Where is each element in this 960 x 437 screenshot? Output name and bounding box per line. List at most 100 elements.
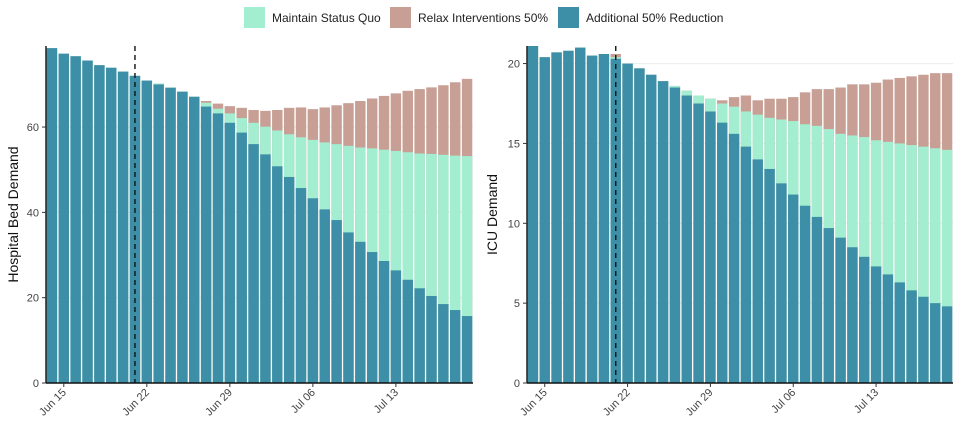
bar-reduction — [811, 216, 823, 383]
bar-reduction — [563, 50, 574, 383]
bar-reduction — [941, 306, 953, 383]
bar-reduction — [681, 95, 692, 383]
y-tick-label: 60 — [27, 122, 39, 134]
bar-reduction — [449, 310, 461, 383]
x-tick-label: Jun 15 — [37, 387, 69, 419]
legend-label-status_quo: Maintain Status Quo — [272, 11, 381, 25]
legend-key-status_quo — [244, 7, 265, 28]
bar-reduction — [331, 220, 342, 383]
legend-label-relax: Relax Interventions 50% — [418, 11, 548, 25]
bar-reduction — [705, 111, 716, 383]
y-tick-label: 20 — [508, 59, 520, 71]
bar-status-quo — [402, 152, 413, 383]
bar-reduction — [823, 228, 834, 383]
y-tick-label: 10 — [508, 218, 520, 230]
icu-panel: 0 5 10 15 20 Jun 15 Jun 22 Jun 29 Jul 06 Jul 13 IC… — [484, 46, 953, 418]
bar-reduction — [527, 46, 539, 383]
y-tick-label: 5 — [514, 298, 520, 310]
bar-reduction — [82, 60, 93, 383]
y-tick-label: 0 — [33, 378, 39, 390]
bar-reduction — [764, 168, 775, 383]
bar-reduction — [859, 256, 870, 383]
bar-status-quo — [390, 150, 402, 383]
bar-reduction — [307, 198, 319, 383]
x-tick-label: Jun 15 — [518, 387, 550, 419]
bar-reduction — [657, 81, 669, 383]
bar-reduction — [776, 183, 787, 383]
bar-reduction — [918, 296, 929, 383]
bar-reduction — [669, 87, 681, 383]
bar-reduction — [70, 56, 81, 384]
bar-reduction — [693, 103, 704, 383]
bar-status-quo — [870, 140, 882, 383]
bar-status-quo — [461, 156, 473, 383]
bar-status-quo — [438, 154, 449, 383]
bar-status-quo — [882, 141, 894, 383]
bar-reduction — [272, 166, 283, 383]
bar-status-quo — [918, 146, 929, 383]
bar-reduction — [870, 266, 882, 383]
bar-reduction — [117, 71, 129, 383]
bar-reduction — [461, 316, 473, 383]
bar-reduction — [165, 87, 176, 383]
bar-reduction — [236, 132, 247, 383]
legend: Maintain Status Quo Relax Interventions 5… — [244, 7, 723, 28]
bar-reduction — [646, 74, 657, 383]
bar-status-quo — [414, 153, 425, 383]
bar-reduction — [212, 113, 224, 384]
bar-reduction — [906, 290, 917, 383]
bar-status-quo — [930, 148, 941, 383]
bar-reduction — [46, 48, 58, 383]
bar-reduction — [106, 67, 117, 383]
x-tick-label: Jul 06 — [769, 387, 798, 416]
bar-status-quo — [449, 155, 461, 383]
bar-reduction — [414, 288, 425, 383]
bar-reduction — [575, 47, 586, 383]
bar-reduction — [295, 188, 307, 383]
x-tick-label: Jul 13 — [372, 387, 401, 416]
bar-reduction — [200, 106, 212, 383]
y-axis-title: Hospital Bed Demand — [5, 146, 21, 282]
bar-status-quo — [941, 149, 953, 383]
bar-reduction — [319, 209, 330, 383]
x-tick-label: Jul 06 — [289, 387, 318, 416]
bar-reduction — [622, 63, 633, 383]
x-tick-label: Jun 22 — [601, 387, 633, 419]
bar-reduction — [930, 303, 941, 383]
y-axis-title: ICU Demand — [484, 174, 500, 255]
bar-reduction — [438, 304, 449, 383]
bar-reduction — [366, 252, 378, 383]
bar-reduction — [402, 279, 413, 383]
y-tick-label: 0 — [514, 378, 520, 390]
hospital-bed-panel: 0 20 40 60 Jun 15 Jun 22 Jun 29 Jul 06 Jul 13 Hos… — [5, 46, 473, 418]
bar-reduction — [94, 65, 105, 383]
bar-reduction — [153, 84, 164, 383]
x-tick-label: Jun 29 — [684, 387, 716, 419]
x-tick-label: Jun 22 — [120, 387, 152, 419]
bar-reduction — [260, 154, 271, 383]
bar-reduction — [717, 122, 728, 383]
legend-label-reduction: Additional 50% Reduction — [586, 11, 723, 25]
legend-key-reduction — [558, 7, 579, 28]
y-tick-label: 15 — [508, 138, 520, 150]
legend-key-relax — [390, 7, 411, 28]
bar-reduction — [141, 80, 153, 384]
bar-reduction — [586, 55, 598, 383]
bar-reduction — [343, 232, 354, 383]
bar-reduction — [634, 68, 645, 384]
bar-reduction — [740, 146, 752, 383]
bar-reduction — [788, 194, 799, 383]
bar-reduction — [355, 241, 366, 383]
bar-reduction — [283, 176, 295, 383]
x-tick-label: Jul 13 — [852, 387, 881, 416]
bar-reduction — [378, 261, 390, 383]
bar-reduction — [799, 205, 811, 383]
bar-reduction — [752, 159, 763, 383]
bar-reduction — [177, 91, 188, 383]
bar-reduction — [882, 274, 894, 383]
x-tick-label: Jun 29 — [203, 387, 235, 419]
bar-reduction — [539, 57, 550, 384]
bar-reduction — [835, 237, 846, 383]
y-tick-label: 40 — [27, 207, 39, 219]
